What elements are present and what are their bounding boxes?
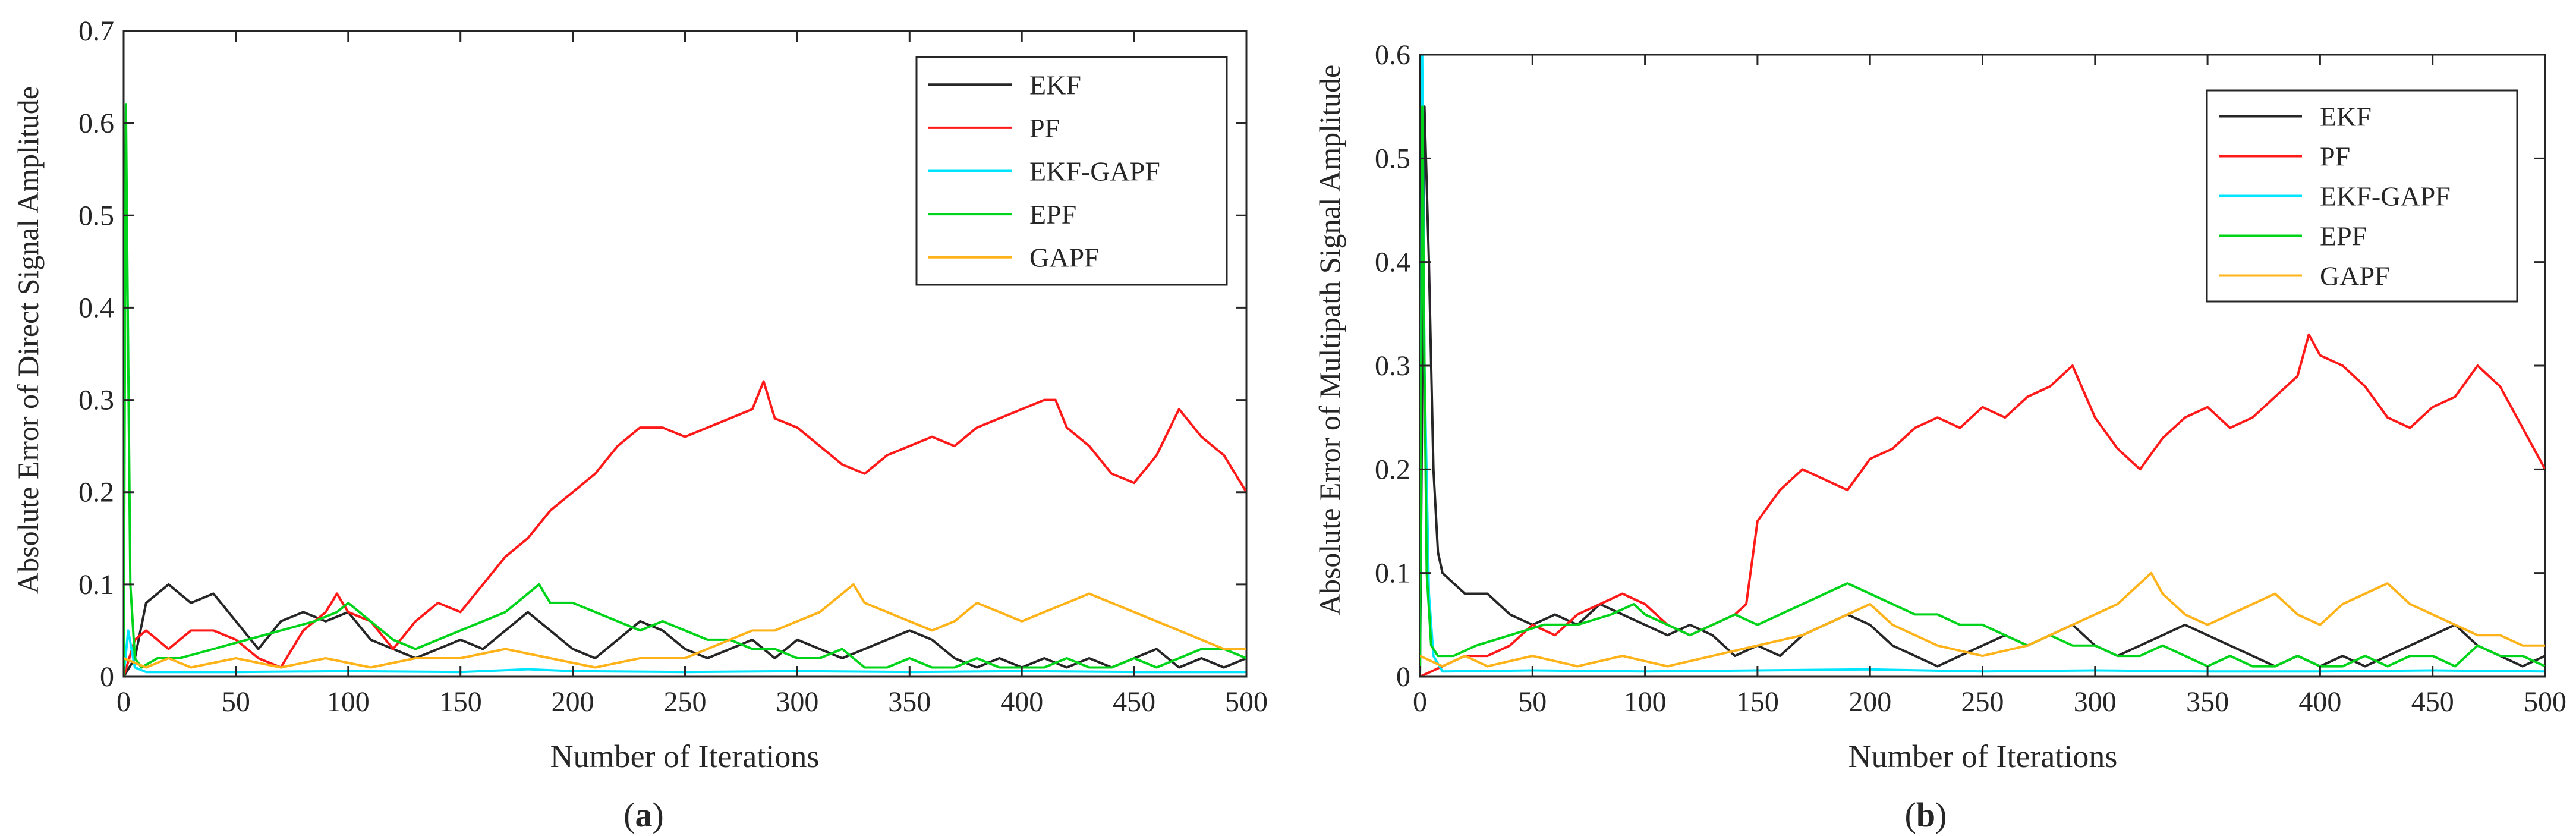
series-lines [124, 103, 1246, 677]
x-tick-label: 250 [664, 686, 707, 718]
y-tick-label: 0.7 [78, 15, 114, 47]
series-line-epf [1420, 105, 2545, 677]
y-tick-label: 0.1 [78, 569, 114, 601]
series-line-pf [1420, 333, 2545, 677]
x-tick-label: 200 [552, 686, 594, 718]
x-tick-label: 450 [1113, 686, 1155, 718]
legend-label-pf: PF [1029, 113, 1060, 143]
y-tick-label: 0.2 [1375, 454, 1410, 485]
x-tick-label: 500 [2524, 686, 2566, 718]
legend-label-epf: EPF [2320, 221, 2367, 252]
x-tick-label: 50 [222, 686, 250, 718]
y-tick-label: 0.1 [1375, 558, 1410, 589]
series-line-gapf [1420, 571, 2545, 668]
panel-label: (a) [623, 796, 664, 834]
legend-label-pf: PF [2320, 142, 2350, 172]
x-tick-label: 50 [1518, 686, 1547, 718]
legend-label-ekf-gapf: EKF-GAPF [2320, 181, 2451, 212]
y-tick-label: 0.5 [1375, 143, 1410, 174]
x-tick-label: 250 [1961, 686, 2004, 718]
chart-panel-b: Absolute Error of Multipath Signal Ampli… [1313, 39, 2566, 834]
x-tick-label: 350 [888, 686, 931, 718]
series-line-ekf [1420, 105, 2545, 677]
x-tick-label: 400 [1000, 686, 1043, 718]
series-line-ekf-gapf [124, 629, 1246, 677]
legend-label-ekf: EKF [1029, 70, 1081, 100]
x-axis-label: Number of Iterations [550, 738, 820, 774]
x-tick-label: 100 [1624, 686, 1667, 718]
legend: EKF PF EKF-GAPF EPF GAPF [2206, 89, 2518, 303]
y-tick-label: 0.6 [78, 108, 114, 139]
y-tick-label: 0 [1396, 661, 1410, 693]
x-tick-label: 100 [327, 686, 370, 718]
y-tick-label: 0.4 [78, 292, 114, 323]
y-axis-label: Absolute Error of Direct Signal Amplitud… [11, 86, 45, 594]
chart-panel-a: Absolute Error of Direct Signal Amplitud… [11, 15, 1268, 834]
y-tick-label: 0 [100, 661, 114, 693]
x-tick-label: 150 [1736, 686, 1779, 718]
y-tick-label: 0.6 [1375, 39, 1410, 71]
x-tick-label: 300 [776, 686, 818, 718]
y-tick-label: 0.3 [78, 385, 114, 416]
y-axis-label: Absolute Error of Multipath Signal Ampli… [1313, 65, 1346, 615]
x-tick-label: 500 [1225, 686, 1268, 718]
y-tick-label: 0.2 [78, 477, 114, 508]
series-line-gapf [124, 583, 1246, 669]
legend-label-gapf: GAPF [1029, 243, 1100, 273]
x-tick-label: 200 [1848, 686, 1891, 718]
legend-label-gapf: GAPF [2320, 261, 2390, 291]
x-tick-label: 0 [1413, 686, 1427, 718]
y-tick-label: 0.3 [1375, 350, 1410, 382]
panel-label: (b) [1905, 796, 1947, 834]
series-lines [1420, 55, 2545, 677]
x-tick-label: 150 [439, 686, 482, 718]
x-tick-label: 300 [2074, 686, 2117, 718]
x-tick-label: 450 [2411, 686, 2454, 718]
y-tick-label: 0.5 [78, 200, 114, 231]
x-tick-label: 400 [2298, 686, 2341, 718]
legend-label-ekf-gapf: EKF-GAPF [1029, 156, 1160, 187]
legend: EKF PF EKF-GAPF EPF GAPF [915, 56, 1228, 286]
legend-label-epf: EPF [1029, 199, 1076, 230]
series-line-epf [124, 103, 1246, 677]
legend-label-ekf: EKF [2320, 102, 2372, 132]
x-tick-label: 0 [116, 686, 131, 718]
series-line-pf [124, 380, 1246, 677]
x-axis-label: Number of Iterations [1848, 738, 2118, 774]
y-tick-label: 0.4 [1375, 247, 1410, 278]
x-tick-label: 350 [2186, 686, 2229, 718]
